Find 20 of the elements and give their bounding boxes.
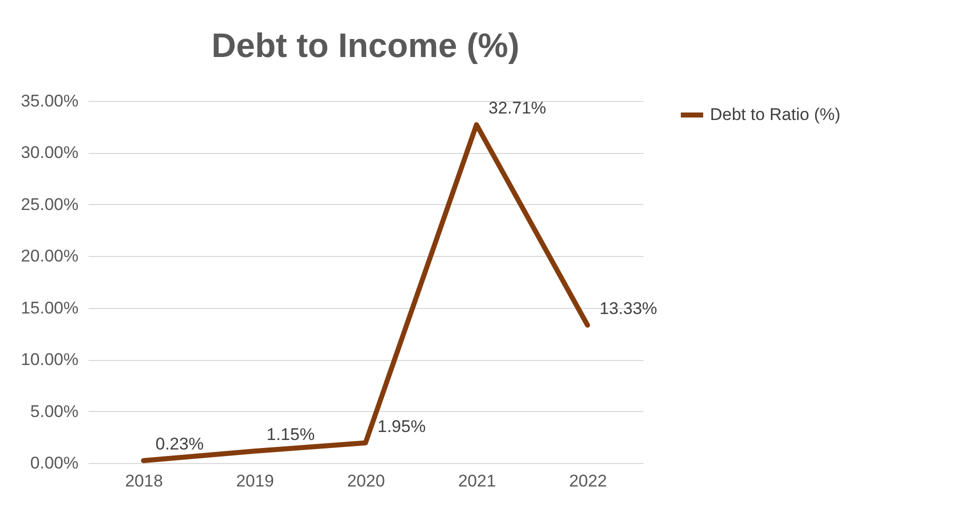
y-tick-label: 5.00% — [30, 402, 78, 421]
legend-label: Debt to Ratio (%) — [710, 105, 840, 124]
data-label: 32.71% — [488, 98, 546, 118]
x-tick-label: 2019 — [236, 472, 274, 490]
y-tick-label: 0.00% — [30, 454, 78, 472]
y-tick-label: 15.00% — [20, 298, 78, 318]
data-label: 0.23% — [156, 434, 204, 454]
y-tick-label: 30.00% — [20, 143, 78, 162]
x-tick-label: 2018 — [125, 472, 163, 490]
y-tick-label: 10.00% — [20, 350, 78, 370]
data-label: 1.15% — [266, 425, 315, 444]
x-tick-label: 2022 — [569, 472, 607, 490]
x-tick-label: 2020 — [347, 472, 385, 490]
y-tick-label: 20.00% — [20, 246, 78, 266]
data-label: 1.95% — [378, 416, 426, 436]
chart-title: Debt to Income (%) — [212, 27, 520, 65]
x-tick-label: 2021 — [458, 472, 496, 490]
y-tick-label: 25.00% — [20, 194, 78, 214]
data-label: 13.33% — [600, 299, 658, 318]
y-tick-label: 35.00% — [20, 92, 78, 110]
